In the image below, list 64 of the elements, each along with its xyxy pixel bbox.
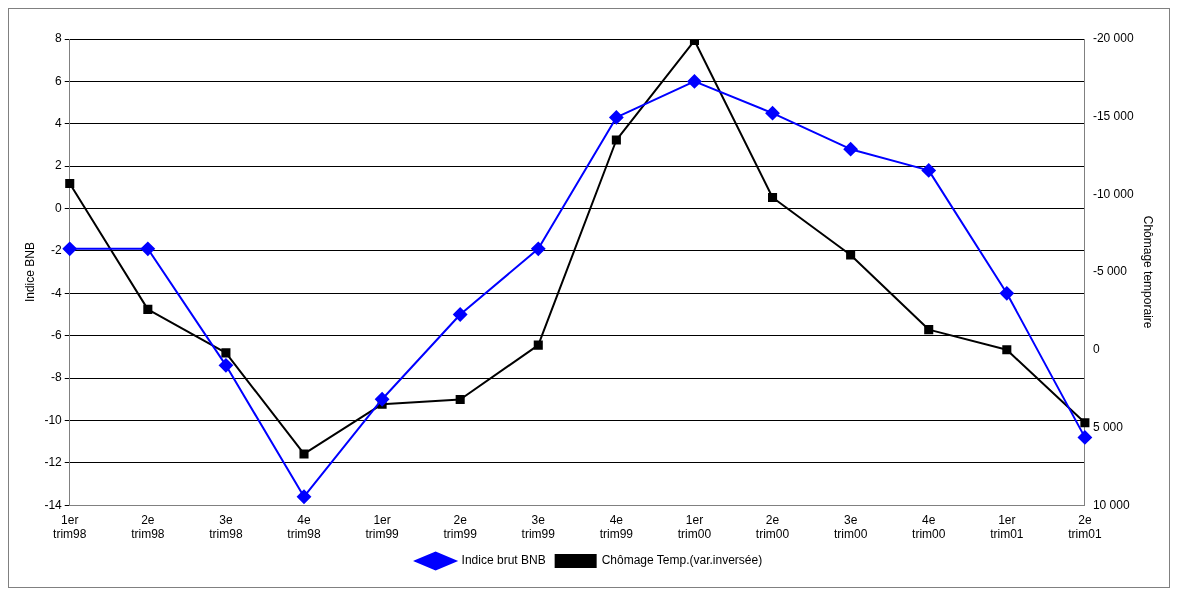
- x-tick-label: 1er trim98: [53, 512, 87, 542]
- point: [455, 394, 465, 405]
- x-tick-label: 3e trim99: [521, 512, 556, 542]
- y2-tick-label: -15 000: [1092, 109, 1134, 124]
- point: [846, 250, 856, 260]
- y2-tick-label: -20 000: [1092, 31, 1134, 46]
- x-tick-label: 1er trim99: [365, 512, 400, 542]
- legend-label: Chômage Temp.(var.inversée): [601, 553, 763, 568]
- y2-tick-label: 5 000: [1092, 419, 1124, 434]
- y-tick-label: -6: [51, 327, 63, 342]
- y-tick-label: 4: [55, 116, 63, 131]
- y-axis-title: Indice BNB: [22, 242, 37, 303]
- x-tick-label: 1er trim01: [990, 512, 1024, 542]
- y-tick-label: -12: [44, 455, 63, 470]
- x-tick-label: 2e trim01: [1068, 512, 1102, 542]
- y-tick-label: -4: [51, 285, 63, 300]
- legend-label: Indice brut BNB: [461, 553, 546, 568]
- point: [143, 304, 153, 314]
- point: [375, 392, 390, 407]
- x-tick-label: 2e trim98: [131, 512, 165, 542]
- point: [921, 163, 936, 178]
- point: [999, 286, 1014, 301]
- point: [1002, 345, 1012, 355]
- point: [62, 241, 77, 256]
- point: [140, 241, 155, 256]
- x-tick-label: 3e trim98: [209, 512, 243, 542]
- point: [924, 325, 934, 335]
- x-tick-label: 4e trim00: [912, 512, 946, 542]
- x-tick-label: 4e trim99: [599, 512, 634, 542]
- x-tick-label: 3e trim00: [833, 512, 868, 542]
- point: [218, 358, 233, 373]
- y-tick-label: 0: [55, 200, 63, 215]
- x-tick-label: 1er trim00: [677, 512, 712, 542]
- y2-axis-title: Chômage temporaire: [1141, 215, 1156, 329]
- y2-tick-label: -5 000: [1092, 264, 1128, 279]
- point: [1080, 418, 1090, 428]
- y-tick-label: 2: [55, 158, 63, 173]
- x-tick-label: 4e trim98: [287, 512, 321, 542]
- point: [221, 348, 231, 358]
- point: [687, 74, 702, 89]
- y-tick-label: -8: [51, 370, 63, 385]
- x-tick-label: 2e trim00: [755, 512, 790, 542]
- y2-tick-label: 10 000: [1092, 497, 1130, 512]
- x-tick-label: 2e trim99: [443, 512, 478, 542]
- y-tick-label: -10: [44, 412, 63, 427]
- point: [533, 340, 543, 350]
- point: [531, 241, 546, 256]
- point: [65, 178, 75, 189]
- y-tick-label: 8: [55, 31, 63, 46]
- y-tick-label: -2: [51, 243, 63, 258]
- y-tick-label: -14: [44, 497, 63, 512]
- point: [297, 489, 312, 504]
- point: [453, 307, 468, 322]
- point: [768, 192, 778, 203]
- point: [1077, 430, 1092, 445]
- point: [299, 449, 309, 459]
- y-tick-label: 6: [55, 73, 63, 88]
- y2-tick-label: -10 000: [1092, 186, 1134, 201]
- point: [765, 106, 780, 121]
- point: [609, 110, 624, 125]
- y2-tick-label: 0: [1092, 342, 1100, 357]
- point: [611, 135, 621, 145]
- point: [689, 39, 699, 46]
- point: [843, 142, 858, 157]
